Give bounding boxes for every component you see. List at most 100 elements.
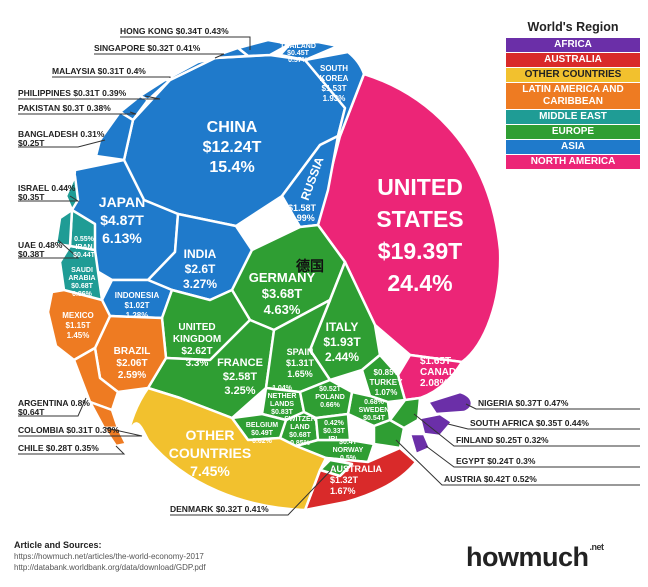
cell-name: ARABIA xyxy=(68,275,95,282)
cell-name: THAILAND xyxy=(280,43,316,50)
cell-percent: 6.13% xyxy=(102,230,142,246)
cell-finland xyxy=(388,396,422,430)
outside-name: DENMARK xyxy=(170,504,216,514)
outside-percent: 0.8% xyxy=(71,398,91,408)
outside-value: $0.32T xyxy=(216,504,243,514)
leader-line xyxy=(18,95,161,100)
cell-thailand xyxy=(278,40,340,62)
cell-percent: 0.42% xyxy=(324,420,345,427)
outside-label: PHILIPPINES $0.31T 0.39% xyxy=(18,88,127,98)
outside-name: SINGAPORE xyxy=(94,43,147,53)
cell-value: $1.53T xyxy=(322,84,347,93)
outside-label: HONG KONG $0.34T 0.43% xyxy=(120,26,229,36)
outside-name: ISRAEL xyxy=(18,183,51,193)
cell-value: $2.6T xyxy=(185,262,216,276)
outside-value: $0.24T xyxy=(487,456,514,466)
outside-label: BANGLADESH 0.31% $0.25T xyxy=(18,129,105,148)
cell-percent: 1.28% xyxy=(126,311,149,320)
outside-name: FINLAND xyxy=(456,435,496,445)
outside-value: $0.31T xyxy=(66,425,93,435)
cell-value: $2.58T xyxy=(223,371,258,383)
outside-label: SOUTH AFRICA $0.35T 0.44% xyxy=(470,418,589,428)
cell-name: CHINA xyxy=(207,119,258,136)
leader-line xyxy=(18,139,106,148)
outside-name: EGYPT xyxy=(456,456,487,466)
cell-percent: 1.45% xyxy=(67,331,90,340)
leader-line xyxy=(170,465,336,516)
cell-percent: 1.04% xyxy=(272,385,293,392)
cell-value: $2.62T xyxy=(181,346,212,357)
source-link[interactable]: http://databank.worldbank.org/data/downl… xyxy=(14,563,206,572)
cell-name: SWEDEN xyxy=(359,407,390,414)
legend-item: EUROPE xyxy=(506,125,640,139)
source-link[interactable]: https://howmuch.net/articles/the-world-e… xyxy=(14,552,204,561)
cell-percent: 0.85% xyxy=(290,440,311,447)
outside-percent: 0.39% xyxy=(93,425,120,435)
outside-percent: 0.32% xyxy=(522,435,549,445)
cell-percent: 0.55% xyxy=(74,236,95,243)
cell-percent: 0.66% xyxy=(320,402,341,409)
cell-name: IRL xyxy=(328,436,340,443)
cell-bangladesh xyxy=(94,110,135,162)
cell-name: UNITED xyxy=(178,322,215,333)
howmuch-logo: howmuch.net xyxy=(466,542,604,573)
annotation: 德国 xyxy=(296,258,324,274)
cell-value: $0.83T xyxy=(271,409,294,416)
cell-value: $0.4T xyxy=(339,439,358,446)
cell-name: BRAZIL xyxy=(114,346,151,357)
cell-percent: 1.99% xyxy=(289,213,315,223)
cell-percent: 0.68% xyxy=(364,399,385,406)
outside-percent: 0.44% xyxy=(562,418,589,428)
cell-name: AUSTRALIA xyxy=(330,464,382,474)
outside-name: CHILE xyxy=(18,443,46,453)
outside-name: PAKISTAN xyxy=(18,103,63,113)
outside-value: $0.31T xyxy=(73,88,100,98)
outside-value: $0.37T xyxy=(515,398,542,408)
cell-name: OTHER xyxy=(186,427,235,443)
outside-label: CHILE $0.28T 0.35% xyxy=(18,443,99,453)
cell-value: $1.58T xyxy=(288,203,317,213)
cell-name: SAUDI xyxy=(71,267,93,274)
outside-name: BANGLADESH xyxy=(18,129,80,139)
outside-label: ISRAEL 0.44% $0.35T xyxy=(18,183,76,202)
cell-percent: 2.44% xyxy=(325,350,359,364)
cell-name: NORWAY xyxy=(333,447,364,454)
outside-value: $0.34T xyxy=(176,26,203,36)
outside-value: $0.25T xyxy=(18,138,45,148)
outside-percent: 0.35% xyxy=(72,443,99,453)
cell-nigeria xyxy=(426,390,473,416)
cell-name: SWITZER xyxy=(284,416,316,423)
legend-item: AFRICA xyxy=(506,38,640,52)
cell-name: IRAN xyxy=(75,244,92,251)
outside-label: MALAYSIA $0.31T 0.4% xyxy=(52,66,146,76)
cell-south-africa xyxy=(418,412,454,438)
outside-name: NIGERIA xyxy=(478,398,515,408)
cell-name: JAPAN xyxy=(99,194,145,210)
cell-percent: 3.25% xyxy=(224,385,255,397)
outside-name: COLOMBIA xyxy=(18,425,66,435)
outside-name: SOUTH AFRICA xyxy=(470,418,536,428)
cell-name: TURKEY xyxy=(370,378,404,387)
cell-value: $1.31T xyxy=(286,358,315,368)
outside-label: NIGERIA $0.37T 0.47% xyxy=(478,398,569,408)
outside-name: PHILIPPINES xyxy=(18,88,73,98)
outside-name: HONG KONG xyxy=(120,26,176,36)
leader-line xyxy=(413,413,640,447)
outside-label: PAKISTAN $0.3T 0.38% xyxy=(18,103,111,113)
cell-value: $1.93T xyxy=(323,335,361,349)
outside-percent: 0.41% xyxy=(242,504,269,514)
leader-line xyxy=(425,445,640,468)
cell-percent: 1.65% xyxy=(287,369,313,379)
cell-name: KOREA xyxy=(320,74,349,83)
outside-label: FINLAND $0.25T 0.32% xyxy=(456,435,549,445)
leader-line xyxy=(52,76,171,78)
cell-value: $0.68T xyxy=(71,283,94,290)
cell-percent: 4.63% xyxy=(264,302,301,317)
cell-egypt xyxy=(408,432,432,456)
leader-line xyxy=(120,36,251,50)
cell-percent: 2.08% xyxy=(420,378,448,389)
legend-item: NORTH AMERICA xyxy=(506,155,640,169)
outside-label: AUSTRIA $0.42T 0.52% xyxy=(444,474,537,484)
